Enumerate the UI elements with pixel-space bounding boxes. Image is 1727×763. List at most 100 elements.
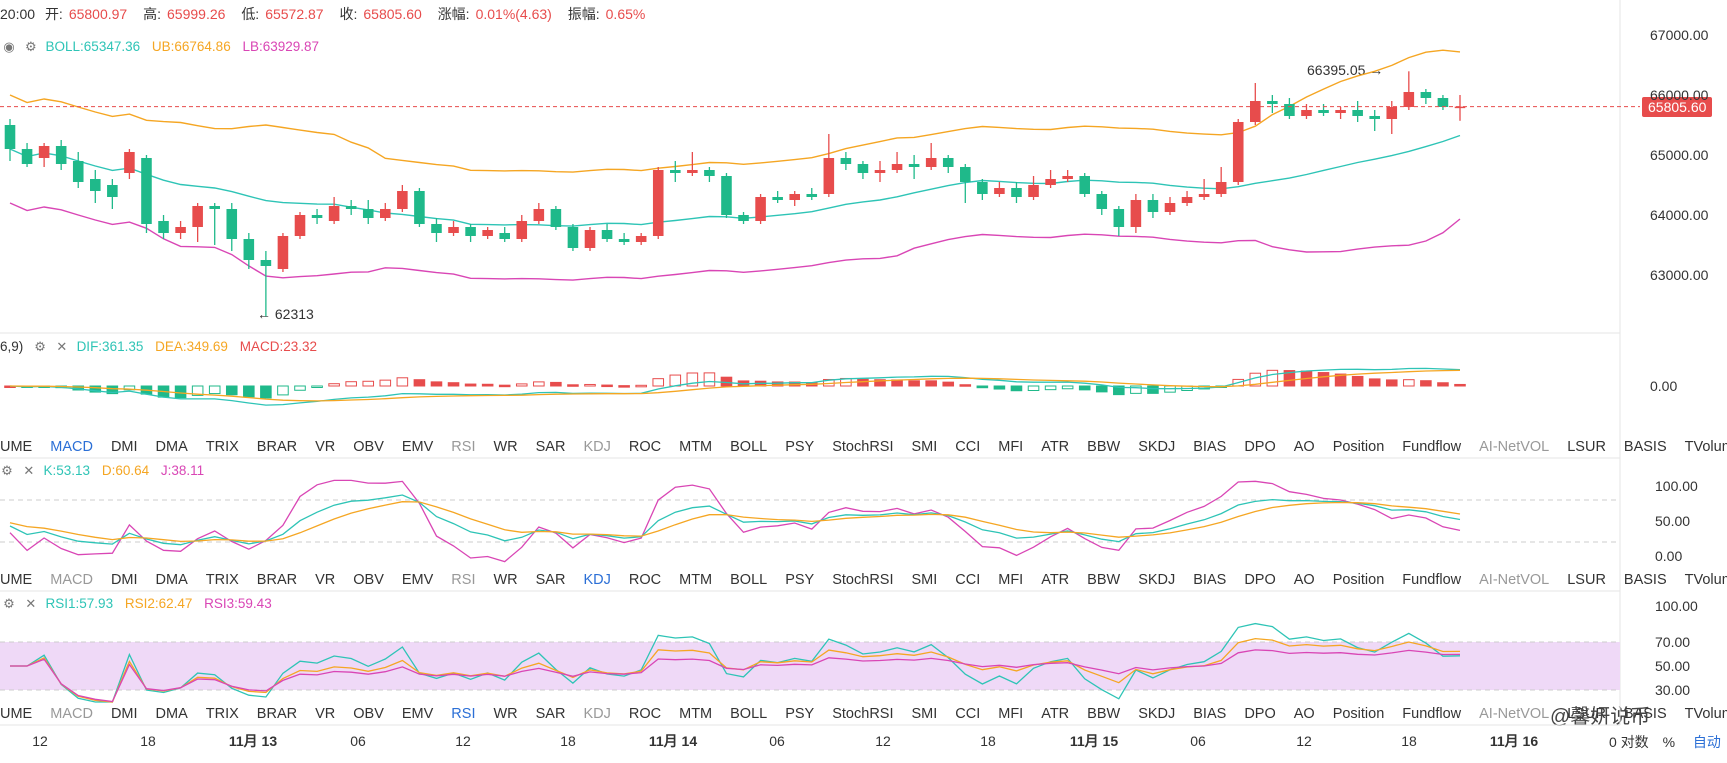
tab-atr[interactable]: ATR: [1041, 439, 1070, 455]
tab-ume[interactable]: UME: [0, 572, 33, 588]
tab-rsi[interactable]: RSI: [451, 706, 476, 722]
tab-stochrsi[interactable]: StochRSI: [832, 706, 894, 722]
tab-emv[interactable]: EMV: [401, 706, 434, 722]
tab-sar[interactable]: SAR: [535, 572, 566, 588]
tab-ao[interactable]: AO: [1293, 439, 1315, 455]
tab-roc[interactable]: ROC: [628, 439, 662, 455]
tab-tvolume[interactable]: TVolume: [1684, 572, 1727, 588]
tab-vr[interactable]: VR: [315, 572, 336, 588]
tab-skdj[interactable]: SKDJ: [1138, 572, 1176, 588]
tab-dma[interactable]: DMA: [155, 706, 188, 722]
tab-vr[interactable]: VR: [315, 706, 336, 722]
tab-vr[interactable]: VR: [315, 439, 336, 455]
tab-mtm[interactable]: MTM: [679, 706, 713, 722]
tab-rsi[interactable]: RSI: [451, 572, 476, 588]
tab-mfi[interactable]: MFI: [998, 706, 1024, 722]
tab-ao[interactable]: AO: [1293, 572, 1315, 588]
tab-sar[interactable]: SAR: [535, 706, 566, 722]
tab-lsur[interactable]: LSUR: [1567, 572, 1606, 588]
tab-atr[interactable]: ATR: [1041, 572, 1070, 588]
tab-ao[interactable]: AO: [1293, 706, 1315, 722]
tab-position[interactable]: Position: [1332, 439, 1385, 455]
tab-wr[interactable]: WR: [493, 706, 518, 722]
settings-icon[interactable]: ⚙: [3, 596, 15, 611]
tab-roc[interactable]: ROC: [628, 572, 662, 588]
tab-macd[interactable]: MACD: [50, 439, 93, 455]
tab-cci[interactable]: CCI: [955, 706, 981, 722]
tab-brar[interactable]: BRAR: [256, 572, 298, 588]
tab-atr[interactable]: ATR: [1041, 706, 1070, 722]
settings-icon[interactable]: ⚙: [34, 339, 46, 354]
percent-scale-toggle[interactable]: %: [1662, 734, 1676, 750]
tab-cci[interactable]: CCI: [955, 572, 981, 588]
tab-lsur[interactable]: LSUR: [1567, 439, 1606, 455]
tab-dmi[interactable]: DMI: [110, 572, 138, 588]
tab-psy[interactable]: PSY: [785, 706, 815, 722]
tab-position[interactable]: Position: [1332, 572, 1385, 588]
tab-position[interactable]: Position: [1332, 706, 1385, 722]
tab-kdj[interactable]: KDJ: [583, 439, 611, 455]
tab-boll[interactable]: BOLL: [730, 572, 768, 588]
tab-sar[interactable]: SAR: [535, 439, 566, 455]
tab-mtm[interactable]: MTM: [679, 572, 713, 588]
tab-tvolume[interactable]: TVolume: [1684, 439, 1727, 455]
tab-ume[interactable]: UME: [0, 439, 33, 455]
settings-icon[interactable]: ⚙: [24, 39, 37, 54]
tab-brar[interactable]: BRAR: [256, 439, 298, 455]
tab-smi[interactable]: SMI: [911, 439, 938, 455]
tab-macd[interactable]: MACD: [50, 572, 93, 588]
eye-icon[interactable]: ◉: [3, 39, 15, 54]
tab-wr[interactable]: WR: [493, 439, 518, 455]
settings-icon[interactable]: ⚙: [1, 463, 13, 478]
close-icon[interactable]: ✕: [23, 463, 35, 478]
tab-smi[interactable]: SMI: [911, 706, 938, 722]
tab-obv[interactable]: OBV: [353, 572, 384, 588]
tab-obv[interactable]: OBV: [353, 706, 384, 722]
tab-kdj[interactable]: KDJ: [583, 706, 611, 722]
tab-stochrsi[interactable]: StochRSI: [832, 439, 894, 455]
tab-dpo[interactable]: DPO: [1244, 439, 1276, 455]
tab-trix[interactable]: TRIX: [205, 706, 239, 722]
tab-rsi[interactable]: RSI: [451, 439, 476, 455]
tab-bias[interactable]: BIAS: [1193, 572, 1227, 588]
tab-obv[interactable]: OBV: [353, 439, 384, 455]
tab-ai-netvol[interactable]: AI-NetVOL: [1479, 439, 1550, 455]
tab-boll[interactable]: BOLL: [730, 439, 768, 455]
tab-skdj[interactable]: SKDJ: [1138, 439, 1176, 455]
tab-psy[interactable]: PSY: [785, 439, 815, 455]
tab-smi[interactable]: SMI: [911, 572, 938, 588]
tab-trix[interactable]: TRIX: [205, 439, 239, 455]
tab-basis[interactable]: BASIS: [1623, 572, 1667, 588]
tab-bbw[interactable]: BBW: [1087, 439, 1121, 455]
tab-boll[interactable]: BOLL: [730, 706, 768, 722]
tab-bbw[interactable]: BBW: [1087, 706, 1121, 722]
tab-skdj[interactable]: SKDJ: [1138, 706, 1176, 722]
tab-trix[interactable]: TRIX: [205, 572, 239, 588]
tab-dmi[interactable]: DMI: [110, 706, 138, 722]
tab-mfi[interactable]: MFI: [998, 572, 1024, 588]
tab-ume[interactable]: UME: [0, 706, 33, 722]
tab-psy[interactable]: PSY: [785, 572, 815, 588]
tab-mtm[interactable]: MTM: [679, 439, 713, 455]
tab-dpo[interactable]: DPO: [1244, 706, 1276, 722]
tab-cci[interactable]: CCI: [955, 439, 981, 455]
tab-fundflow[interactable]: Fundflow: [1402, 706, 1462, 722]
tab-fundflow[interactable]: Fundflow: [1402, 439, 1462, 455]
tab-roc[interactable]: ROC: [628, 706, 662, 722]
tab-brar[interactable]: BRAR: [256, 706, 298, 722]
tab-bbw[interactable]: BBW: [1087, 572, 1121, 588]
tab-wr[interactable]: WR: [493, 572, 518, 588]
tab-ai-netvol[interactable]: AI-NetVOL: [1479, 572, 1550, 588]
close-icon[interactable]: ✕: [56, 339, 68, 354]
tab-stochrsi[interactable]: StochRSI: [832, 572, 894, 588]
tab-dmi[interactable]: DMI: [110, 439, 138, 455]
tab-bias[interactable]: BIAS: [1193, 706, 1227, 722]
tab-ai-netvol[interactable]: AI-NetVOL: [1479, 706, 1550, 722]
tab-tvolume[interactable]: TVolume: [1684, 706, 1727, 722]
tab-emv[interactable]: EMV: [401, 572, 434, 588]
auto-scale-toggle[interactable]: 自动: [1692, 734, 1721, 750]
tab-lsur[interactable]: LSUR: [1567, 706, 1606, 722]
log-scale-toggle[interactable]: 对数: [1620, 734, 1649, 750]
tab-emv[interactable]: EMV: [401, 439, 434, 455]
